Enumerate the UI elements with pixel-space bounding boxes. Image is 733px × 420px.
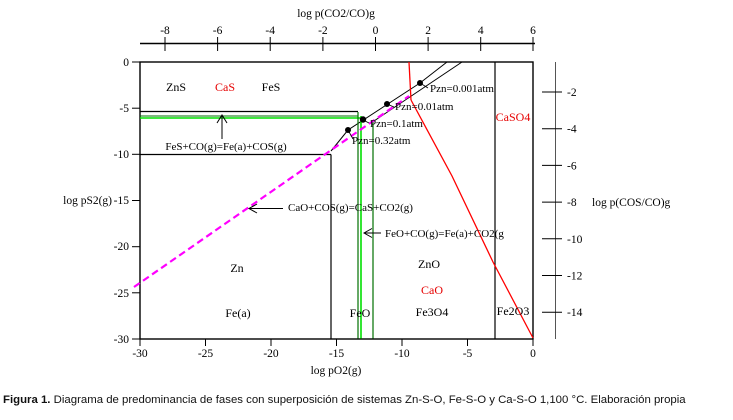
bottom-tick: -25 bbox=[198, 348, 214, 360]
top-tick: 4 bbox=[478, 25, 484, 37]
left-tick: -20 bbox=[114, 241, 130, 253]
left-axis-ticks bbox=[132, 61, 140, 340]
region-zno: ZnO bbox=[418, 257, 440, 271]
top-axis: log p(CO2/CO)g -8 -6 -4 -2 0 2 4 6 bbox=[140, 8, 536, 51]
bottom-tick: -10 bbox=[394, 348, 410, 360]
left-tick: -30 bbox=[114, 334, 130, 346]
pzn-01-dot bbox=[359, 116, 367, 123]
left-tick: -15 bbox=[114, 195, 130, 207]
right-axis: -2 -4 -6 -8 -10 -12 -14 log p(COS/CO)g bbox=[542, 62, 671, 339]
boundary-lines bbox=[133, 61, 534, 339]
left-tick: -10 bbox=[114, 149, 130, 161]
right-axis-tick-labels: -2 -4 -6 -8 -10 -12 -14 bbox=[567, 87, 583, 319]
top-tick: -8 bbox=[160, 25, 170, 37]
region-zns: ZnS bbox=[166, 80, 186, 94]
region-zn: Zn bbox=[230, 261, 243, 275]
zns-zno-boundary bbox=[330, 61, 448, 152]
top-axis-ticks bbox=[164, 37, 534, 51]
bottom-axis: -30 -25 -20 -15 -10 -5 0 log pO2(g) bbox=[132, 339, 536, 377]
cao-cos-arrow-left-icon bbox=[247, 203, 283, 214]
cao-cos-reaction-label: CaO+COS(g)=CaS+CO2(g) bbox=[288, 202, 413, 214]
bottom-axis-ticks bbox=[139, 339, 534, 346]
cas-caso4-boundary bbox=[408, 61, 412, 101]
fes-co-reaction-label: FeS+CO(g)=Fe(a)+COS(g) bbox=[165, 141, 287, 153]
top-tick: 6 bbox=[530, 25, 536, 37]
top-tick: -4 bbox=[265, 25, 275, 37]
right-tick: -4 bbox=[567, 124, 577, 136]
top-axis-title: log p(CO2/CO)g bbox=[297, 8, 375, 20]
bottom-tick: -15 bbox=[329, 348, 345, 360]
cas-cao-boundary bbox=[133, 95, 410, 288]
region-labels: ZnS CaS FeS CaSO4 Zn ZnO CaO Fe(a) FeO F… bbox=[166, 80, 530, 320]
right-tick: -6 bbox=[567, 160, 577, 172]
bottom-tick: 0 bbox=[530, 348, 536, 360]
top-tick: -6 bbox=[213, 25, 223, 37]
pzn-001-label: Pzn=0.01atm bbox=[395, 101, 454, 113]
right-axis-ticks bbox=[542, 91, 562, 313]
feo-co-arrow-left-icon bbox=[362, 228, 381, 238]
region-caso4: CaSO4 bbox=[496, 110, 531, 124]
right-tick: -14 bbox=[567, 307, 583, 319]
pzn-0001-dot bbox=[417, 80, 423, 86]
predominance-diagram: log p(CO2/CO)g -8 -6 -4 -2 0 2 4 6 bbox=[63, 8, 671, 377]
fes-co-arrow-up-icon bbox=[216, 114, 228, 139]
region-fe3o4: Fe3O4 bbox=[416, 305, 449, 319]
right-tick: -10 bbox=[567, 234, 583, 246]
top-tick: 0 bbox=[373, 25, 379, 37]
figure-caption: Figura 1. Diagrama de predominancia de f… bbox=[3, 394, 730, 406]
top-tick: -2 bbox=[318, 25, 328, 37]
pzn-0001-label: Pzn=0.001atm bbox=[430, 83, 494, 95]
region-fea: Fe(a) bbox=[225, 306, 250, 320]
bottom-axis-title: log pO2(g) bbox=[311, 365, 362, 377]
region-cao: CaO bbox=[421, 283, 443, 297]
bottom-tick: -20 bbox=[263, 348, 279, 360]
left-tick: -25 bbox=[114, 288, 130, 300]
left-axis: 0 -5 -10 -15 -20 -25 -30 log pS2(g) bbox=[63, 57, 140, 346]
region-cas: CaS bbox=[215, 80, 235, 94]
bottom-tick: -30 bbox=[132, 348, 148, 360]
right-tick: -12 bbox=[567, 271, 583, 283]
pzn-01-label: Pzn=0.1atm bbox=[370, 118, 423, 130]
figure-caption-text: Diagrama de predominancia de fases con s… bbox=[50, 394, 686, 406]
plot-border bbox=[139, 61, 534, 340]
bottom-axis-tick-labels: -30 -25 -20 -15 -10 -5 0 bbox=[132, 348, 536, 360]
left-tick: -5 bbox=[119, 103, 129, 115]
pzn-isobars: Pzn=0.001atm Pzn=0.01atm Pzn=0.1atm Pzn=… bbox=[345, 80, 494, 147]
pzn-001-dot bbox=[384, 101, 390, 107]
region-fes: FeS bbox=[262, 80, 281, 94]
top-tick: 2 bbox=[425, 25, 431, 37]
right-tick: -2 bbox=[567, 87, 577, 99]
region-feo: FeO bbox=[350, 306, 371, 320]
pzn-032-label: Pzn=0.32atm bbox=[352, 135, 411, 147]
cao-caso4-boundary bbox=[410, 99, 534, 339]
pzn-032-dot bbox=[345, 127, 351, 133]
top-axis-tick-labels: -8 -6 -4 -2 0 2 4 6 bbox=[160, 25, 536, 37]
right-axis-title: log p(COS/CO)g bbox=[592, 197, 671, 209]
region-fe2o3: Fe2O3 bbox=[497, 304, 530, 318]
figure-caption-prefix: Figura 1. bbox=[3, 394, 51, 406]
left-axis-tick-labels: 0 -5 -10 -15 -20 -25 -30 bbox=[114, 57, 130, 346]
left-tick: 0 bbox=[123, 57, 129, 69]
right-tick: -8 bbox=[567, 197, 577, 209]
left-axis-title: log pS2(g) bbox=[63, 195, 112, 207]
bottom-tick: -5 bbox=[463, 348, 473, 360]
reaction-annotations: FeS+CO(g)=Fe(a)+COS(g) CaO+COS(g)=CaS+CO… bbox=[165, 114, 504, 240]
feo-co-reaction-label: FeO+CO(g)=Fe(a)+CO2(g bbox=[385, 228, 504, 240]
